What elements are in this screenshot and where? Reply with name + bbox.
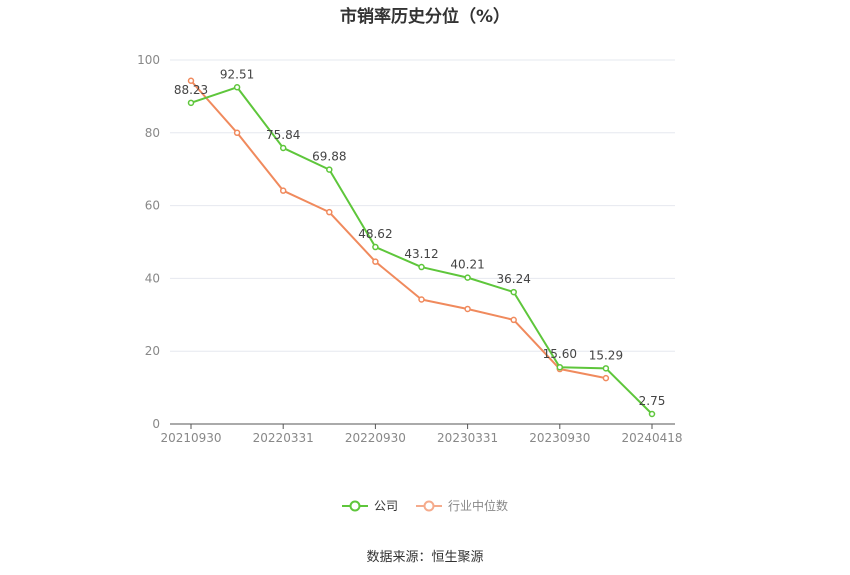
point-industry-median-4 [372, 258, 379, 265]
x-tick-label-20220331: 20220331 [253, 431, 314, 445]
point-company-6 [464, 274, 471, 281]
data-label-1: 92.51 [220, 67, 254, 81]
point-company-10 [648, 410, 656, 418]
data-label-3: 69.88 [312, 150, 346, 164]
point-industry-median-2 [279, 187, 287, 194]
legend-company-swatch [341, 500, 368, 511]
point-industry-median-3 [326, 208, 333, 216]
data-label-2: 75.84 [266, 128, 300, 142]
y-tick-label-20: 20 [145, 344, 160, 358]
point-company-5 [418, 263, 425, 271]
data-label-10: 2.75 [639, 394, 666, 408]
point-industry-median-7 [510, 316, 517, 324]
source-note: 数据来源：恒生聚源 [366, 550, 484, 565]
y-tick-label-40: 40 [145, 271, 160, 285]
axes: 0 20 40 60 80 100 20210930 20220331 20220930 2023… [137, 53, 682, 445]
x-tick-label-20230331: 20230331 [437, 431, 498, 445]
chart-title: 市销率历史分位（%） [339, 7, 511, 27]
point-company-7 [510, 288, 517, 296]
point-company-8 [556, 363, 564, 371]
point-industry-median-9 [602, 374, 610, 382]
data-labels: 88.23 92.51 75.84 69.88 48.62 43.12 40.21 36.24… [174, 67, 666, 408]
y-tick-label-60: 60 [145, 199, 160, 213]
point-company-1 [233, 84, 241, 91]
x-tick-label-20230930: 20230930 [529, 431, 590, 445]
y-tick-label-0: 0 [152, 417, 160, 431]
data-label-0: 88.23 [174, 83, 208, 97]
point-company-4 [372, 243, 379, 251]
point-company-3 [326, 166, 333, 173]
y-tick-label-100: 100 [137, 53, 160, 67]
data-label-6: 40.21 [450, 258, 484, 272]
y-tick-label-80: 80 [145, 126, 160, 140]
data-label-4: 48.62 [358, 227, 392, 241]
legend-industry-swatch [416, 500, 442, 511]
x-tick-label-20240418: 20240418 [621, 431, 682, 445]
legend-item-company[interactable]: 公司 [341, 497, 398, 514]
data-label-8: 15.60 [543, 347, 577, 361]
data-label-5: 43.12 [404, 247, 438, 261]
gridlines [170, 59, 675, 352]
legend-company-label: 公司 [373, 499, 398, 513]
point-industry-median-0 [187, 77, 195, 84]
data-label-9: 15.29 [589, 348, 623, 362]
point-industry-median-6 [464, 305, 471, 313]
legend-industry-label: 行业中位数 [448, 499, 509, 513]
series-line-industry-median [190, 80, 607, 380]
point-industry-median-1 [233, 129, 241, 137]
point-company-0 [187, 99, 195, 107]
x-tick-label-20220930: 20220930 [345, 431, 406, 445]
legend-item-industry-median[interactable]: 行业中位数 [416, 497, 508, 514]
legend: 公司 行业中位数 [0, 497, 850, 514]
series-lines [187, 77, 656, 418]
line-chart: 0 20 40 60 80 100 20210930 20220331 20220930 2023… [137, 53, 682, 445]
x-tick-label-20210930: 20210930 [160, 431, 221, 445]
point-industry-median-5 [418, 296, 425, 303]
point-company-2 [279, 144, 287, 152]
point-company-9 [602, 365, 610, 372]
data-label-7: 36.24 [497, 272, 531, 286]
